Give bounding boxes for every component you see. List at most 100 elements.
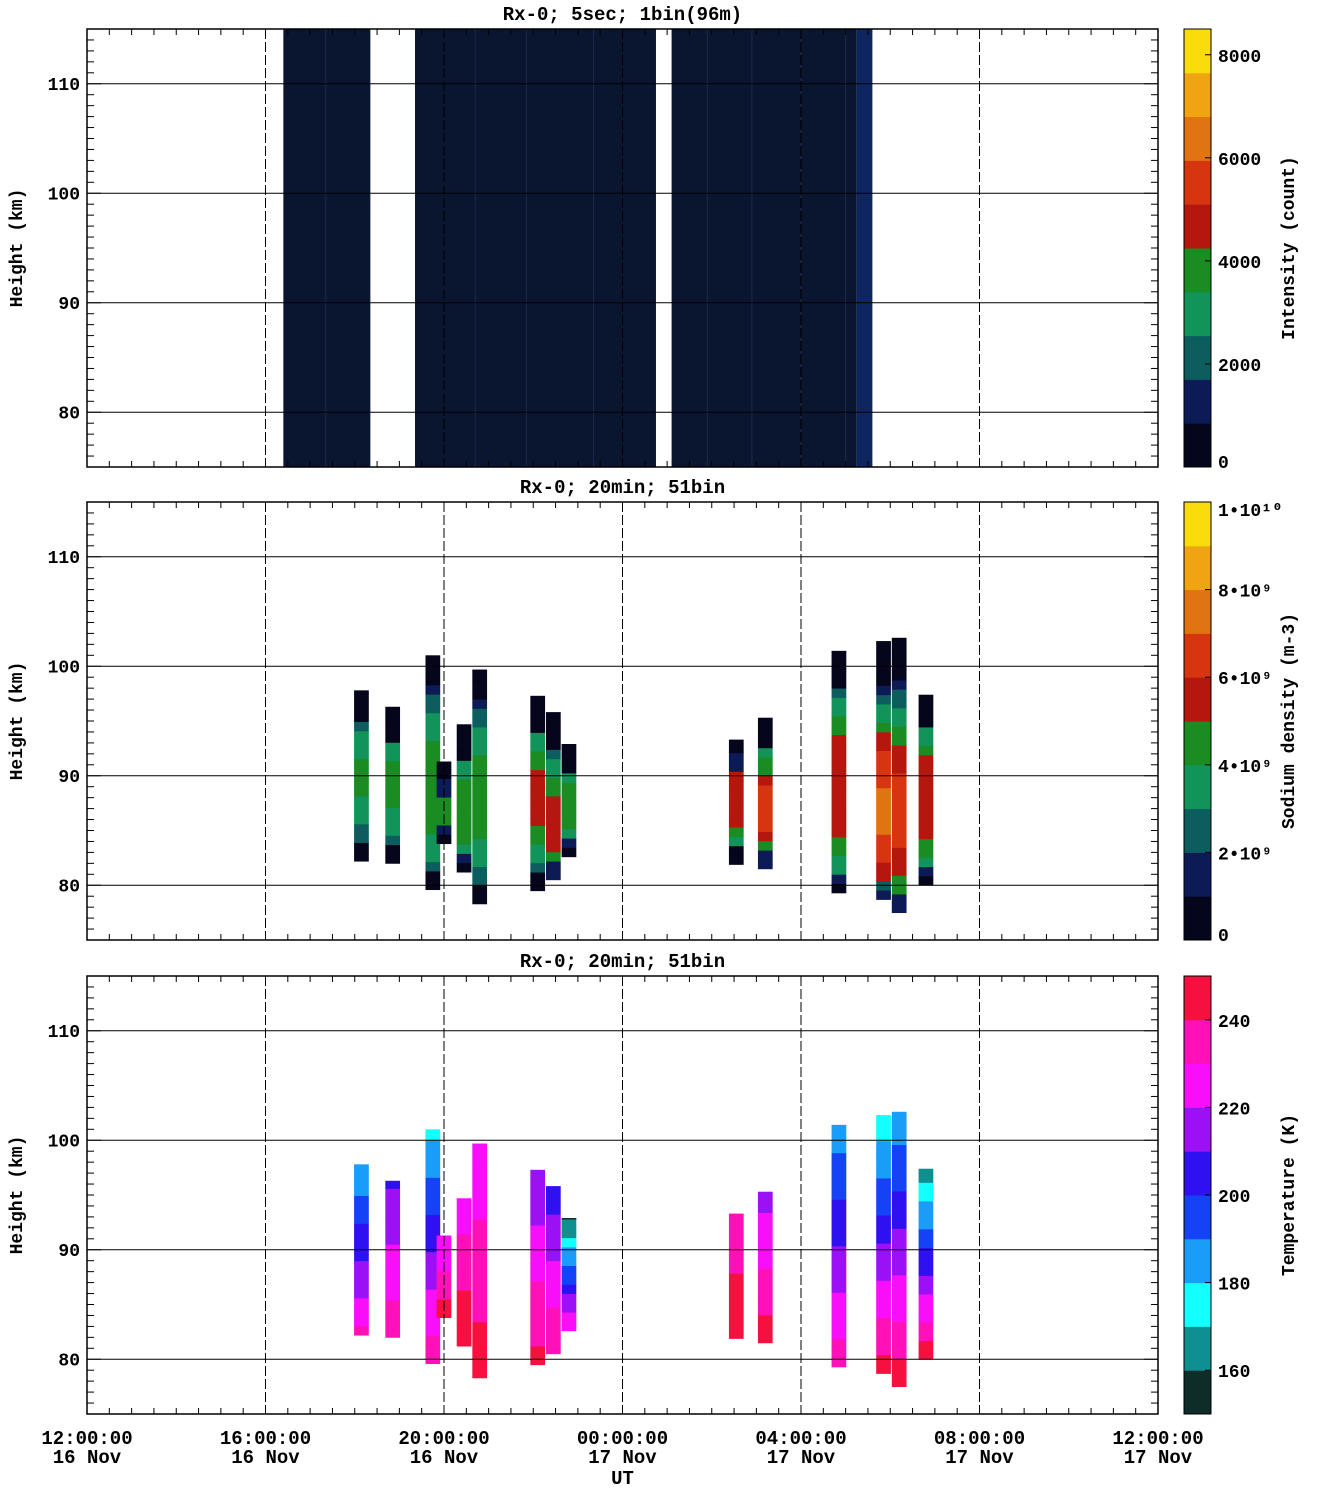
colorbar-tick-label: 240	[1218, 1013, 1250, 1033]
profile-bin	[385, 1262, 401, 1273]
profile-bin	[891, 763, 907, 774]
profile-bin	[831, 762, 847, 773]
profile-bin	[425, 722, 441, 732]
profile-bin	[561, 1312, 577, 1322]
colorbar-segment	[1184, 116, 1211, 161]
profile-bin	[831, 1292, 847, 1303]
profile-bin	[385, 723, 401, 734]
profile-bin	[757, 1286, 773, 1297]
profile-bin	[757, 738, 773, 749]
profile-bin	[757, 1259, 773, 1269]
profile-bin	[728, 827, 744, 837]
colorbar-segment	[1184, 1107, 1211, 1152]
profile-bin	[831, 650, 847, 661]
profile-bin	[545, 712, 561, 722]
profile-bin	[545, 1232, 561, 1243]
profile-bin	[456, 788, 472, 799]
profile-bin	[831, 883, 847, 894]
profile-bin	[757, 1333, 773, 1344]
profile-bin	[831, 1245, 847, 1256]
profile-bin	[561, 828, 577, 839]
colorbar-segment	[1184, 721, 1211, 766]
profile-bin	[385, 835, 401, 846]
data-layer	[354, 637, 934, 914]
profile-bin	[831, 1357, 847, 1368]
x-tick-time-label: 08:00:00	[934, 1428, 1025, 1450]
temperature-panel: 80 90 100 110 Rx-0; 20min; 51bin Height (km) 1…	[8, 951, 1300, 1415]
profile-bin	[456, 844, 472, 854]
profile-bin	[545, 833, 561, 843]
profile-bin	[385, 706, 401, 715]
profile-bin	[891, 735, 907, 746]
profile-bin	[891, 791, 907, 802]
profile-bin	[385, 1180, 401, 1189]
colorbar-segment	[1184, 1151, 1211, 1196]
profile-bin	[545, 823, 561, 834]
profile-bin	[918, 1349, 934, 1360]
profile-bin	[425, 1289, 441, 1299]
profile-bin	[757, 729, 773, 739]
profile-bin	[918, 866, 934, 877]
profile-bin	[876, 1308, 891, 1319]
profile-bin	[891, 800, 907, 811]
profile-bin	[354, 1176, 369, 1187]
profile-bin	[385, 1300, 401, 1310]
colorbar-tick-label: 160	[1218, 1363, 1250, 1383]
profile-bin	[472, 1340, 488, 1351]
profile-bin	[918, 708, 934, 719]
profile-bin	[425, 1140, 441, 1150]
profile-bin	[472, 1163, 488, 1174]
profile-bin	[472, 1210, 488, 1221]
profile-bin	[918, 1303, 934, 1314]
profile-bin	[456, 853, 472, 864]
profile-bin	[891, 679, 907, 690]
profile-bin	[545, 721, 561, 732]
profile-bin	[530, 713, 546, 724]
profile-bin	[425, 740, 441, 751]
profile-bin	[831, 1264, 847, 1275]
profile-bin	[472, 1191, 488, 1202]
profile-bin	[385, 1318, 401, 1329]
profile-bin	[918, 1256, 934, 1267]
profile-bin	[728, 855, 744, 865]
profile-bin	[545, 1242, 561, 1252]
profile-bin	[472, 801, 488, 812]
profile-bin	[918, 1266, 934, 1276]
x-ticks	[108, 502, 1137, 940]
profile-bin	[385, 807, 401, 818]
profile-bin	[831, 697, 847, 708]
profile-bin	[425, 1177, 441, 1188]
profile-bin	[436, 1308, 452, 1319]
profile-bin	[472, 680, 488, 691]
profile-bin	[891, 1377, 907, 1388]
profile-bin	[918, 857, 934, 868]
profile-bin	[728, 817, 744, 828]
colorbar-segment	[1184, 633, 1211, 678]
profile-bin	[891, 1153, 907, 1164]
profile-bin	[425, 1186, 441, 1197]
profile-bin	[728, 845, 744, 856]
profile-bin	[918, 1340, 934, 1351]
profile-bin	[472, 727, 488, 737]
y-tick-label: 90	[58, 295, 80, 315]
profile-bin	[425, 656, 441, 667]
profile-bin	[831, 1208, 847, 1219]
profile-bin	[354, 1204, 369, 1215]
colorbar-tick-label: 2•10⁹	[1218, 845, 1272, 865]
profile-bin	[472, 699, 488, 709]
profile-bin	[728, 1273, 744, 1283]
profile-bin	[757, 859, 773, 870]
profile-bin	[876, 1317, 891, 1328]
profile-bin	[891, 856, 907, 867]
profile-bin	[918, 1275, 934, 1286]
profile-bin	[757, 831, 773, 842]
profile-bin	[385, 1234, 401, 1245]
profile-bin	[425, 871, 441, 881]
profile-bin	[425, 777, 441, 788]
profile-bin	[456, 1198, 472, 1207]
profile-bin	[561, 782, 577, 793]
profile-bin	[385, 1244, 401, 1254]
profile-bin	[891, 1312, 907, 1322]
profile-bin	[385, 1290, 401, 1301]
profile-bin	[891, 1172, 907, 1183]
